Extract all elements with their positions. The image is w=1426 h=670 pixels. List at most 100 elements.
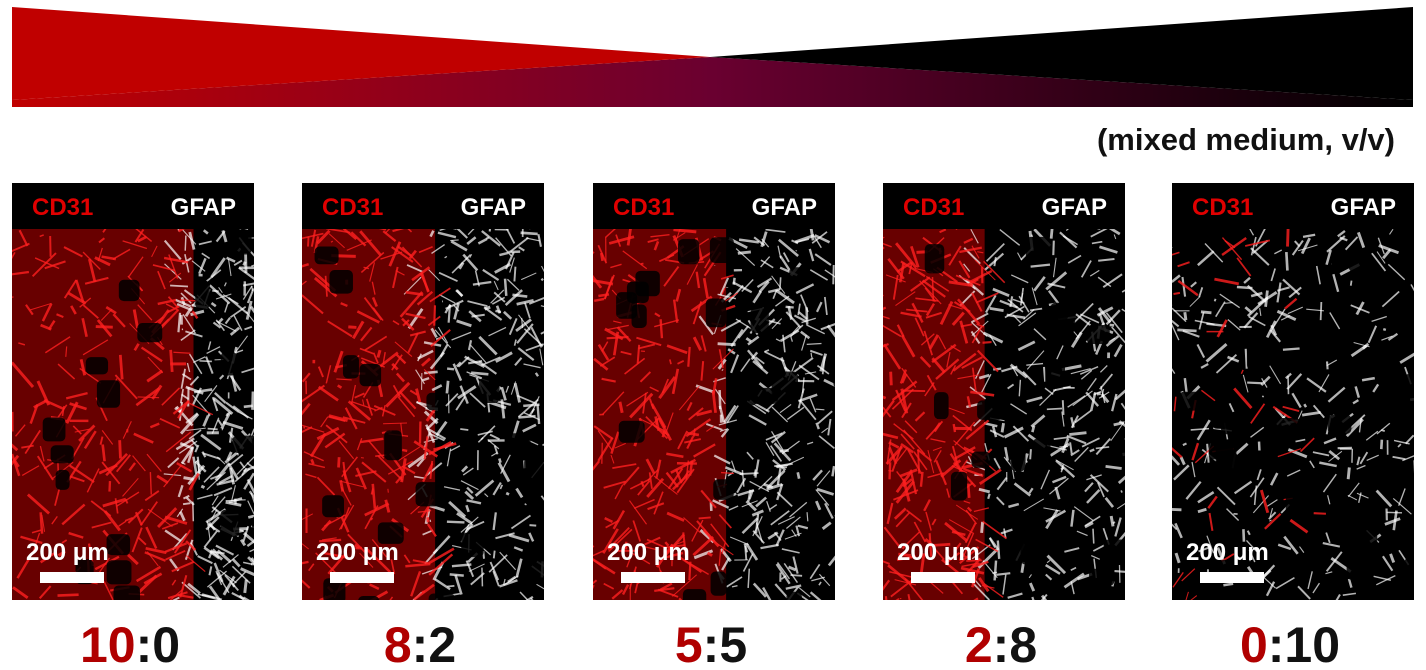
gfap-fibre: [807, 344, 822, 345]
cd31-fibre: [339, 457, 340, 467]
pore: [360, 364, 382, 386]
gfap-fibre: [447, 369, 454, 370]
cd31-fibre: [921, 472, 923, 487]
channel-label: GFAP: [1331, 194, 1396, 221]
gfap-fibre: [1383, 329, 1386, 330]
gfap-fibre: [745, 546, 746, 560]
pore: [789, 267, 806, 286]
pore: [678, 239, 699, 264]
ratio-part: 5: [675, 617, 703, 670]
cd31-fibre: [308, 237, 309, 247]
gfap-fibre: [1165, 430, 1171, 439]
gfap-fibre: [471, 373, 488, 375]
cd31-fibre: [103, 445, 105, 462]
cd31-fibre: [585, 585, 594, 605]
channel-label: GFAP: [752, 194, 817, 221]
pore: [107, 534, 131, 555]
ratio-part: :: [1268, 617, 1285, 670]
gfap-fibre: [1185, 378, 1187, 392]
scale-bar: [621, 572, 685, 583]
scale-bar: [40, 572, 104, 583]
gfap-fibre: [450, 240, 458, 241]
gfap-fibre: [505, 279, 506, 296]
pore: [1231, 593, 1253, 612]
gfap-fibre: [1263, 396, 1264, 397]
pore: [1011, 451, 1026, 472]
gfap-fibre: [485, 307, 491, 309]
header-note: (mixed medium, v/v): [1097, 122, 1395, 157]
cd31-fibre: [863, 237, 884, 252]
scale-label: 200 μm: [316, 539, 399, 566]
pore: [1123, 583, 1139, 601]
cd31-fibre: [58, 595, 79, 596]
micrograph: CD31GFAP200 μm: [1156, 183, 1426, 615]
gfap-fibre: [734, 278, 735, 285]
gfap-fibre: [1093, 529, 1094, 544]
gfap-fibre: [1246, 349, 1247, 369]
ratio-label: 5:5: [675, 617, 747, 670]
pore: [710, 237, 734, 263]
pore: [1179, 392, 1204, 411]
gfap-fibre: [460, 429, 468, 430]
pore: [619, 421, 645, 443]
gfap-fibre: [199, 361, 211, 362]
pore: [252, 515, 274, 531]
page: (mixed medium, v/v) CD31GFAP200 μm10:0CD…: [0, 0, 1426, 670]
gfap-fibre: [447, 522, 465, 523]
cd31-fibre: [670, 359, 671, 364]
gfap-fibre: [183, 478, 193, 480]
cd31-fibre: [865, 247, 884, 265]
channel-label: CD31: [1192, 194, 1253, 221]
cd31-fibre: [585, 247, 593, 254]
gfap-fibre: [1159, 297, 1172, 306]
gfap-fibre: [798, 472, 799, 478]
gfap-fibre: [499, 459, 500, 463]
gfap-fibre: [170, 285, 188, 286]
pore: [1212, 413, 1239, 429]
cd31-fibre: [332, 241, 333, 242]
pore: [232, 436, 258, 453]
gfap-fibre: [208, 429, 218, 430]
gfap-fibre: [1162, 503, 1170, 505]
pore: [384, 430, 402, 460]
gfap-fibre: [790, 575, 802, 576]
gfap-fibre: [754, 470, 755, 476]
pore: [322, 495, 344, 517]
gfap-fibre: [988, 494, 989, 499]
pore: [1286, 495, 1304, 517]
pore: [1045, 359, 1065, 388]
pore: [358, 596, 379, 618]
gfap-fibre: [1177, 330, 1196, 331]
gfap-fibre: [1053, 241, 1054, 255]
pore: [1357, 529, 1377, 549]
gfap-fibre: [1047, 409, 1062, 410]
pore: [329, 270, 353, 294]
pore: [461, 533, 483, 557]
cd31-fibre: [954, 424, 955, 432]
gfap-fibre: [447, 381, 448, 394]
gfap-fibre: [1214, 300, 1216, 301]
pore: [1021, 541, 1039, 564]
pore: [1349, 256, 1375, 272]
pore: [426, 393, 443, 411]
pore: [977, 400, 1004, 420]
gfap-fibre: [450, 574, 464, 575]
channel-label: CD31: [903, 194, 964, 221]
cd31-fibre: [434, 305, 435, 325]
scale-label: 200 μm: [897, 539, 980, 566]
pore: [221, 352, 237, 376]
pore: [343, 355, 359, 378]
cd31-fibre: [601, 253, 602, 261]
pore: [56, 470, 70, 490]
pore: [1051, 309, 1075, 327]
pore: [1033, 438, 1051, 467]
cd31-fibre: [1288, 227, 1289, 247]
pore: [1328, 415, 1352, 434]
pore: [713, 479, 733, 500]
pore: [508, 433, 531, 452]
pore: [195, 281, 210, 310]
gfap-fibre: [1121, 490, 1122, 492]
cd31-fibre: [983, 342, 992, 343]
ratio-part: 2: [965, 617, 993, 670]
gfap-fibre: [811, 353, 812, 358]
